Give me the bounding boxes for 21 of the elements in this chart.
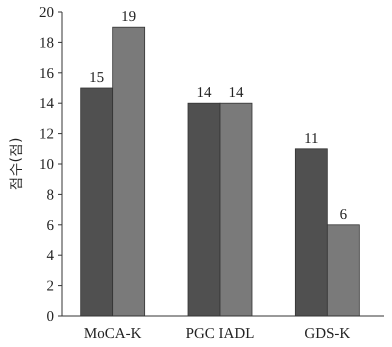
data-label: 14 [196,85,212,102]
data-label: 19 [121,9,136,26]
y-tick-label: 14 [39,96,54,112]
y-tick-label: 8 [46,187,54,204]
y-tick-label: 2 [46,278,54,295]
y-tick-label: 4 [46,248,54,264]
x-tick-label: GDS-K [304,326,350,342]
x-tick-label: MoCA-K [84,326,142,342]
data-label: 6 [340,206,348,223]
y-tick-label: 0 [46,309,54,325]
x-tick-label: PGC IADL [186,326,254,342]
data-label: 11 [304,130,319,147]
y-tick-label: 12 [39,126,54,143]
y-tick-label: 10 [39,157,54,173]
data-label: 14 [228,85,244,102]
y-tick-label: 20 [39,5,54,21]
y-tick-label: 16 [39,66,54,82]
data-label: 15 [89,70,104,86]
y-axis-title: 점수(점) [8,138,24,190]
y-tick-label: 6 [46,218,54,234]
y-tick-label: 18 [39,35,54,52]
